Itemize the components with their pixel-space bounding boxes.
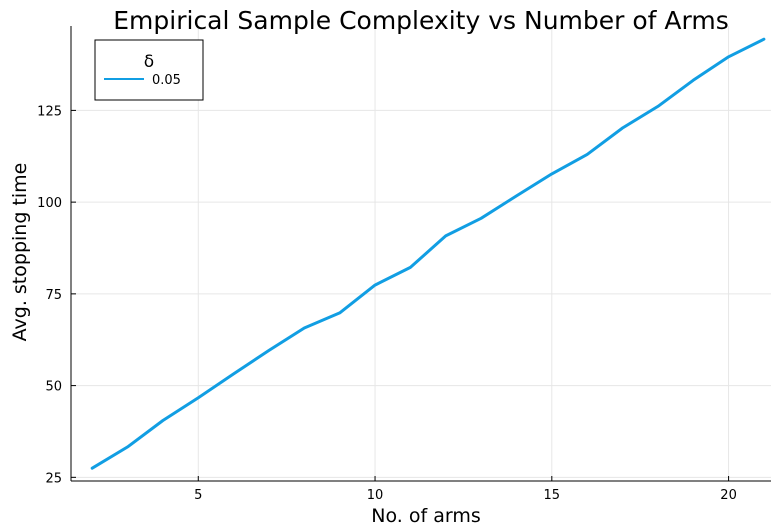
series-layer xyxy=(90,37,766,470)
x-tick-label: 15 xyxy=(544,488,561,503)
legend: δ 0.05 xyxy=(94,39,204,101)
x-ticks: 5 10 15 20 xyxy=(194,476,737,503)
chart-title: Empirical Sample Complexity vs Number of… xyxy=(113,6,728,35)
x-tick-label: 20 xyxy=(720,488,737,503)
x-tick-label: 5 xyxy=(194,488,202,503)
x-axis-label: No. of arms xyxy=(371,505,480,527)
y-tick-label: 50 xyxy=(45,380,62,395)
legend-box xyxy=(94,39,204,101)
grid xyxy=(71,26,771,481)
x-tick-label: 10 xyxy=(367,488,384,503)
y-tick-label: 100 xyxy=(37,196,62,211)
y-tick-label: 25 xyxy=(45,471,62,486)
y-tick-label: 125 xyxy=(37,104,62,119)
y-tick-label: 75 xyxy=(45,288,62,303)
y-axis-label: Avg. stopping time xyxy=(9,163,31,342)
y-ticks: 25 50 75 100 125 xyxy=(37,104,76,486)
legend-title: δ xyxy=(144,52,154,72)
legend-entry-label: 0.05 xyxy=(152,73,181,88)
series-line xyxy=(90,37,766,470)
